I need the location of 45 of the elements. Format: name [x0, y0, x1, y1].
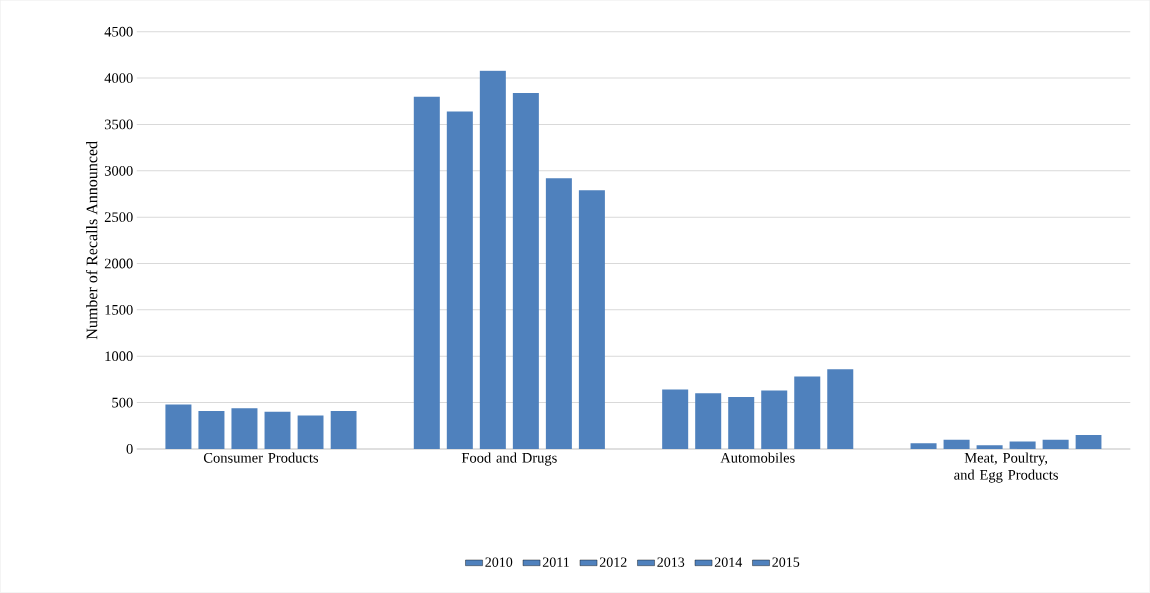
- bar: [1009, 441, 1036, 450]
- y-tick-label: 3000: [104, 166, 133, 176]
- bar: [695, 393, 722, 450]
- bar: [330, 411, 357, 450]
- bar: [794, 376, 821, 450]
- bar: [1042, 439, 1069, 450]
- x-tick-label: Food and Drugs: [461, 452, 557, 466]
- bar: [578, 190, 605, 450]
- legend-label: 2012: [599, 557, 627, 568]
- y-tick-label: 2500: [104, 212, 133, 223]
- bar: [512, 93, 539, 450]
- x-tick-label: Consumer Products: [203, 452, 319, 463]
- bar: [413, 96, 440, 450]
- y-tick-label: 0: [126, 444, 133, 454]
- bar: [761, 390, 788, 450]
- bar: [728, 397, 755, 450]
- y-tick-label: 4500: [104, 26, 133, 37]
- legend-label: 2013: [657, 557, 685, 568]
- bar: [662, 389, 689, 450]
- x-tick-label: Meat, Poultry, and Egg Products: [954, 452, 1058, 483]
- y-tick-label: 2000: [104, 258, 133, 269]
- bar: [165, 404, 192, 450]
- bar: [976, 445, 1003, 450]
- y-axis-title: Number of Recalls Announced: [85, 141, 98, 340]
- bar: [198, 411, 225, 450]
- legend-label: 2011: [542, 557, 569, 568]
- bar: [297, 415, 324, 450]
- y-tick-label: 500: [112, 397, 133, 408]
- bar: [446, 111, 473, 450]
- y-tick-label: 1500: [105, 305, 133, 315]
- y-tick-label: 3500: [104, 119, 133, 130]
- bar: [943, 439, 970, 450]
- legend-label: 2010: [485, 557, 513, 568]
- bar: [1075, 435, 1102, 450]
- x-tick-label: Automobiles: [720, 452, 795, 463]
- bar: [827, 369, 854, 450]
- legend-label: 2015: [772, 557, 800, 568]
- bar: [264, 411, 291, 450]
- bar: [231, 408, 258, 450]
- bar: [910, 443, 937, 450]
- bar: [479, 70, 506, 450]
- y-tick-label: 4000: [104, 73, 133, 84]
- legend-label: 2014: [714, 557, 743, 568]
- y-tick-label: 1000: [105, 351, 133, 362]
- bar: [545, 178, 572, 450]
